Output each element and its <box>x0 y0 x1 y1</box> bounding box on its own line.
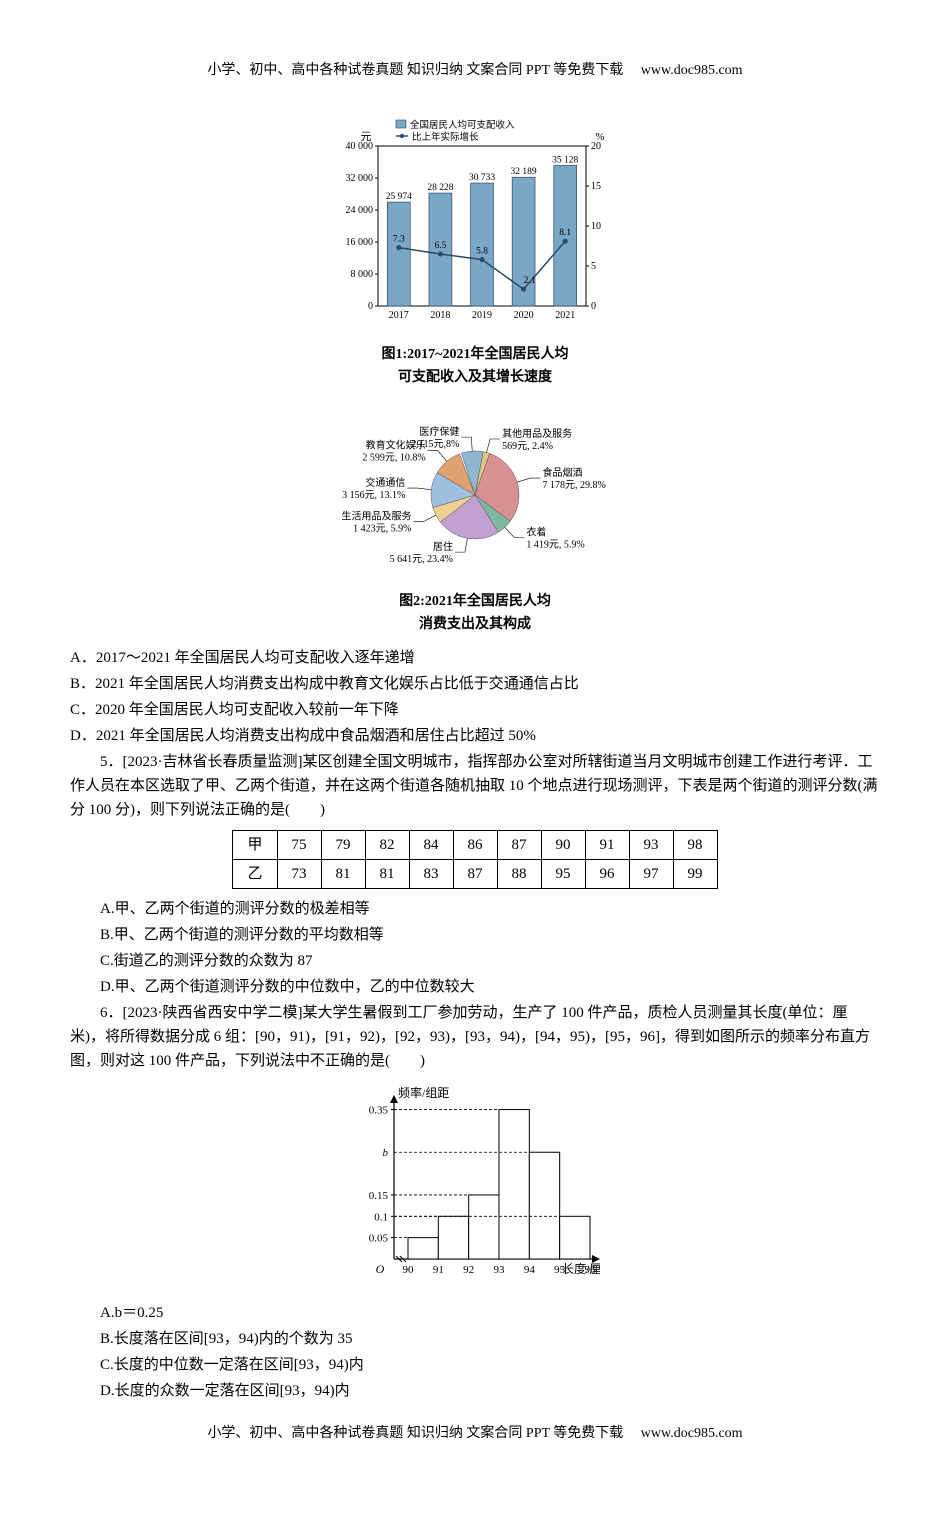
svg-text:0.1: 0.1 <box>374 1211 388 1223</box>
svg-text:93: 93 <box>494 1264 506 1276</box>
q6-option-b: B.长度落在区间[93，94)内的个数为 35 <box>70 1327 880 1351</box>
chart2-caption: 图2:2021年全国居民人均消费支出及其构成 <box>70 591 880 636</box>
svg-text:90: 90 <box>403 1264 415 1276</box>
svg-text:25 974: 25 974 <box>386 192 412 202</box>
svg-text:30 733: 30 733 <box>469 173 495 183</box>
svg-text:7.3: 7.3 <box>393 235 405 245</box>
q6-option-c: C.长度的中位数一定落在区间[93，94)内 <box>70 1353 880 1377</box>
svg-text:2020: 2020 <box>514 310 534 321</box>
svg-text:1 423元, 5.9%: 1 423元, 5.9% <box>353 524 411 535</box>
q5-option-d: D.甲、乙两个街道测评分数的中位数中，乙的中位数较大 <box>70 975 880 999</box>
q5-option-a: A.甲、乙两个街道的测评分数的极差相等 <box>70 897 880 921</box>
svg-text:8 000: 8 000 <box>351 269 374 280</box>
svg-text:2017: 2017 <box>389 310 409 321</box>
svg-text:5 641元, 23.4%: 5 641元, 23.4% <box>390 554 453 565</box>
q5-option-c: C.街道乙的测评分数的众数为 87 <box>70 949 880 973</box>
svg-text:%: % <box>595 131 604 143</box>
q4-option-a: A．2017～2021 年全国居民人均可支配收入逐年递增 <box>70 646 880 670</box>
svg-text:2021: 2021 <box>555 310 575 321</box>
page-footer: 小学、初中、高中各种试卷真题 知识归纳 文案合同 PPT 等免费下载 www.d… <box>70 1423 880 1445</box>
svg-text:15: 15 <box>591 181 601 192</box>
svg-text:2019: 2019 <box>472 310 492 321</box>
svg-text:2018: 2018 <box>430 310 450 321</box>
svg-text:24 000: 24 000 <box>346 205 374 216</box>
q6-option-d: D.长度的众数一定落在区间[93，94)内 <box>70 1379 880 1403</box>
svg-text:5.8: 5.8 <box>476 247 488 257</box>
svg-text:其他用品及服务: 其他用品及服务 <box>502 427 572 440</box>
hist-container: 0.050.10.150.35b90919293949596频率/组距长度/厘米… <box>70 1083 880 1291</box>
chart1-container: 08 00016 00024 00032 00040 00005101520元%… <box>70 112 880 389</box>
svg-text:2 599元, 10.8%: 2 599元, 10.8% <box>362 453 425 464</box>
svg-text:0.35: 0.35 <box>369 1104 389 1116</box>
svg-text:7 178元, 29.8%: 7 178元, 29.8% <box>542 480 605 491</box>
svg-text:1 419元, 5.9%: 1 419元, 5.9% <box>526 540 584 551</box>
svg-text:0.05: 0.05 <box>369 1233 389 1245</box>
svg-text:医疗保健: 医疗保健 <box>419 425 459 438</box>
svg-text:元: 元 <box>361 131 372 143</box>
svg-text:居住: 居住 <box>433 540 453 553</box>
svg-text:b: b <box>383 1147 389 1159</box>
svg-text:35 128: 35 128 <box>552 156 578 166</box>
svg-text:2.1: 2.1 <box>524 277 536 287</box>
svg-text:O: O <box>376 1262 385 1276</box>
svg-text:5: 5 <box>591 261 596 272</box>
svg-text:28 228: 28 228 <box>427 183 453 193</box>
svg-text:生活用品及服务: 生活用品及服务 <box>341 510 411 523</box>
svg-text:16 000: 16 000 <box>346 237 374 248</box>
chart1: 08 00016 00024 00032 00040 00005101520元%… <box>330 112 620 332</box>
svg-text:6.5: 6.5 <box>434 241 446 251</box>
svg-text:91: 91 <box>433 1264 444 1276</box>
svg-text:32 189: 32 189 <box>511 168 537 178</box>
svg-text:3 156元, 13.1%: 3 156元, 13.1% <box>342 490 405 501</box>
svg-text:0.15: 0.15 <box>369 1190 389 1202</box>
svg-text:交通通信: 交通通信 <box>365 476 405 489</box>
svg-text:92: 92 <box>463 1264 474 1276</box>
q5-option-b: B.甲、乙两个街道的测评分数的平均数相等 <box>70 923 880 947</box>
q4-option-d: D．2021 年全国居民人均消费支出构成中食品烟酒和居住占比超过 50% <box>70 724 880 748</box>
chart1-caption: 图1:2017~2021年全国居民人均可支配收入及其增长速度 <box>70 344 880 389</box>
svg-text:10: 10 <box>591 221 601 232</box>
chart2-container: 医疗保健2 115元,8%其他用品及服务569元, 2.4%食品烟酒7 178元… <box>70 399 880 636</box>
svg-text:全国居民人均可支配收入: 全国居民人均可支配收入 <box>410 119 515 131</box>
q4-option-b: B．2021 年全国居民人均消费支出构成中教育文化娱乐占比低于交通通信占比 <box>70 672 880 696</box>
svg-text:32 000: 32 000 <box>346 173 374 184</box>
q5-prompt: 5．[2023·吉林省长春质量监测]某区创建全国文明城市，指挥部办公室对所辖街道… <box>70 750 880 822</box>
q6-option-a: A.b＝0.25 <box>70 1301 880 1325</box>
svg-text:0: 0 <box>591 301 596 312</box>
q4-option-c: C．2020 年全国居民人均可支配收入较前一年下降 <box>70 698 880 722</box>
svg-text:频率/组距: 频率/组距 <box>398 1085 449 1100</box>
svg-text:比上年实际增长: 比上年实际增长 <box>412 131 479 143</box>
score-table: 甲75798284868790919398乙738181838788959697… <box>232 830 717 889</box>
chart2: 医疗保健2 115元,8%其他用品及服务569元, 2.4%食品烟酒7 178元… <box>325 399 625 579</box>
svg-text:569元, 2.4%: 569元, 2.4% <box>502 441 553 452</box>
histogram: 0.050.10.150.35b90919293949596频率/组距长度/厘米… <box>350 1083 600 1283</box>
svg-text:8.1: 8.1 <box>559 229 571 239</box>
q6-prompt: 6．[2023·陕西省西安中学二模]某大学生暑假到工厂参加劳动，生产了 100 … <box>70 1001 880 1073</box>
svg-text:长度/厘米: 长度/厘米 <box>562 1261 600 1276</box>
svg-text:94: 94 <box>524 1264 536 1276</box>
svg-text:衣着: 衣着 <box>526 526 546 539</box>
svg-text:教育文化娱乐: 教育文化娱乐 <box>366 439 426 452</box>
page-header: 小学、初中、高中各种试卷真题 知识归纳 文案合同 PPT 等免费下载 www.d… <box>70 60 880 82</box>
svg-text:食品烟酒: 食品烟酒 <box>542 466 582 479</box>
svg-text:0: 0 <box>368 301 373 312</box>
